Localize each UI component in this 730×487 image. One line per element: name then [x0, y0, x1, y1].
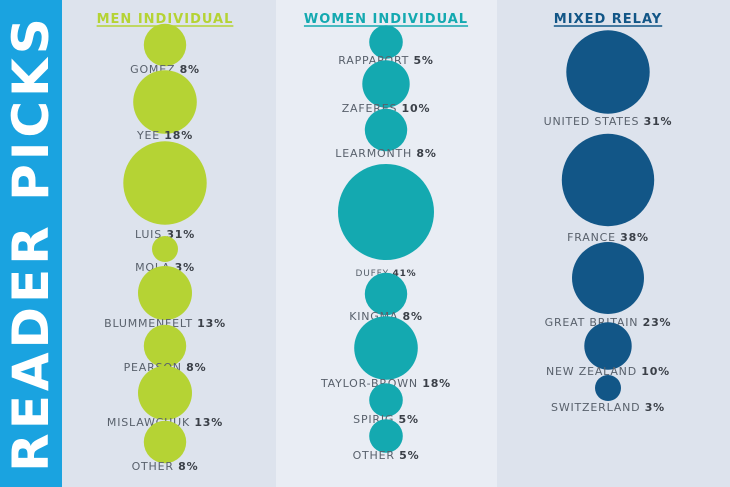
bubble-other [143, 420, 187, 464]
label-name-duffy: DUFFY [356, 269, 393, 279]
label-pct-rappaport: 5% [413, 54, 433, 67]
label-switzerland: SWITZERLAND 3% [551, 401, 665, 414]
label-name-france: FRANCE [567, 231, 620, 244]
side-banner: READER PICKS [0, 0, 62, 487]
bubble-switzerland [595, 375, 621, 401]
label-pct-other: 8% [178, 460, 198, 473]
label-luis: LUIS 31% [135, 228, 195, 241]
label-united-states: UNITED STATES 31% [544, 115, 673, 128]
bubble-learmonth [364, 108, 408, 152]
label-name-blummenfelt: BLUMMENFELT [104, 317, 197, 330]
label-other: OTHER 8% [132, 460, 199, 473]
bubble-great-britain [572, 242, 644, 314]
label-pct-luis: 31% [166, 228, 195, 241]
label-pct-france: 38% [620, 231, 649, 244]
label-pct-yee: 18% [164, 129, 193, 142]
label-pct-switzerland: 3% [645, 401, 665, 414]
bubble-mola [152, 236, 178, 262]
label-duffy: DUFFY 41% [356, 269, 417, 279]
label-name-new-zealand: NEW ZEALAND [546, 365, 641, 378]
label-name-yee: YEE [136, 129, 164, 142]
bubble-mislawchuk [138, 366, 192, 420]
bubble-other [369, 419, 403, 453]
bubble-new-zealand [584, 322, 632, 370]
bubble-duffy [338, 164, 434, 260]
bubble-luis [123, 141, 207, 225]
label-name-other: OTHER [132, 460, 179, 473]
bubble-kingma [364, 272, 408, 316]
label-pct-great-britain: 23% [643, 316, 672, 329]
label-pct-taylor-brown: 18% [422, 377, 451, 390]
label-name-great-britain: GREAT BRITAIN [545, 316, 643, 329]
bubble-united-states [566, 30, 650, 114]
label-pct-learmonth: 8% [416, 147, 436, 160]
label-pct-united-states: 31% [644, 115, 673, 128]
bubble-gomez [143, 23, 187, 67]
men-individualtitle: MEN INDIVIDUAL [97, 12, 234, 27]
label-yee: YEE 18% [136, 129, 193, 142]
label-name-learmonth: LEARMONTH [335, 147, 416, 160]
label-name-taylor-brown: TAYLOR-BROWN [320, 377, 422, 390]
mixed-relaytitle: MIXED RELAY [554, 12, 662, 27]
bubble-rappaport [369, 25, 403, 59]
label-pct-duffy: 41% [393, 269, 417, 279]
bubble-france [561, 133, 655, 227]
women-individualtitle: WOMEN INDIVIDUAL [304, 12, 468, 27]
label-pct-blummenfelt: 13% [197, 317, 226, 330]
label-pct-gomez: 8% [180, 63, 200, 76]
bubble-blummenfelt [138, 266, 192, 320]
label-new-zealand: NEW ZEALAND 10% [546, 365, 670, 378]
label-learmonth: LEARMONTH 8% [335, 147, 436, 160]
label-pct-kingma: 8% [403, 310, 423, 323]
label-pct-zaferes: 10% [402, 102, 431, 115]
label-name-switzerland: SWITZERLAND [551, 401, 645, 414]
label-name-other: OTHER [353, 449, 400, 462]
bubble-spirig [369, 383, 403, 417]
label-pct-other: 5% [399, 449, 419, 462]
label-pct-pearson: 8% [186, 361, 206, 374]
bubble-yee [133, 70, 197, 134]
label-pct-new-zealand: 10% [641, 365, 670, 378]
label-other: OTHER 5% [353, 449, 420, 462]
label-france: FRANCE 38% [567, 231, 649, 244]
label-name-united-states: UNITED STATES [544, 115, 644, 128]
label-pct-spirig: 5% [399, 413, 419, 426]
bubble-zaferes [362, 60, 410, 108]
label-pct-mislawchuk: 13% [194, 416, 223, 429]
label-name-luis: LUIS [135, 228, 166, 241]
bubble-pearson [143, 324, 187, 368]
bubble-taylor-brown [354, 316, 418, 380]
